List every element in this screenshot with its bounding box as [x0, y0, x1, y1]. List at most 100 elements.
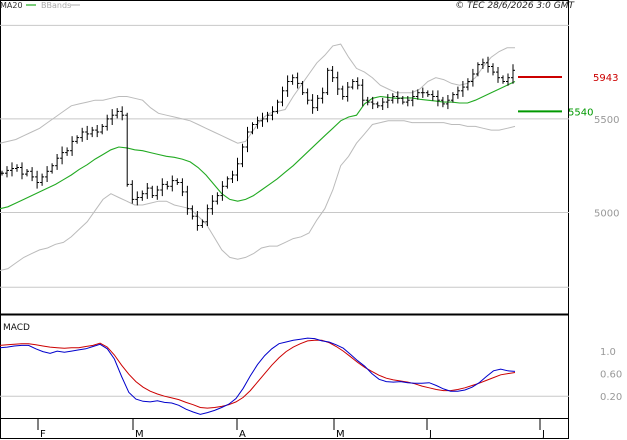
price-bar: [280, 86, 285, 107]
price-bar: [445, 95, 450, 110]
price-bar: [320, 87, 325, 104]
price-bar: [360, 79, 365, 107]
price-bar: [115, 108, 120, 119]
price-bar: [501, 75, 505, 84]
price-bar: [496, 67, 500, 83]
price-bar: [390, 93, 395, 104]
price-bar: [455, 86, 460, 99]
price-bar: [205, 204, 210, 226]
price-bar: [300, 81, 305, 95]
price-bar: [95, 125, 100, 138]
price-bar: [310, 94, 315, 114]
price-bar: [75, 135, 80, 144]
price-bar: [25, 169, 29, 177]
resistance-level-label: 5943: [593, 73, 618, 84]
price-bar: [450, 92, 455, 103]
price-bar: [250, 122, 255, 135]
x-tick-label: J: [428, 429, 432, 440]
signal-line: [0, 339, 516, 409]
price-bar: [45, 166, 50, 182]
price-bar: [275, 99, 280, 114]
price-bar: [35, 170, 40, 189]
price-bar: [435, 90, 440, 107]
price-bar: [230, 170, 235, 183]
price-bar: [200, 219, 205, 228]
price-bar: [195, 211, 200, 231]
price-bar: [40, 173, 45, 186]
ma-legend-label: MA20: [0, 1, 23, 10]
price-bar: [260, 112, 265, 127]
price-bar: [210, 195, 215, 215]
price-bar: [486, 56, 490, 73]
x-tick-label: M: [135, 429, 144, 440]
price-bar: [80, 127, 85, 142]
price-bar: [145, 183, 150, 199]
price-bar: [330, 66, 335, 82]
price-bar: [491, 63, 495, 76]
macd-y-tick-label: 1.0: [600, 347, 616, 358]
copyright-label: © TEC 28/6/2026 3:0 GMT: [455, 1, 575, 11]
price-bar: [0, 170, 4, 176]
ma20-line: [0, 81, 516, 210]
price-bar: [120, 106, 125, 121]
price-bar: [105, 114, 110, 131]
price-bar: [365, 96, 370, 106]
price-bar: [135, 191, 140, 206]
price-bar: [425, 90, 430, 97]
plot-frame: [0, 0, 569, 439]
price-bar: [400, 96, 405, 105]
price-bar: [295, 72, 300, 89]
price-bar: [55, 154, 60, 170]
price-bar: [90, 126, 95, 138]
macd-y-tick-label: 0.60: [600, 370, 622, 381]
price-bar: [255, 116, 260, 129]
price-bar: [511, 64, 515, 84]
price-bar: [20, 162, 24, 180]
price-bar: [70, 136, 75, 156]
price-bar: [290, 74, 295, 85]
price-bar: [180, 178, 185, 197]
price-bar: [415, 89, 420, 100]
price-bar: [235, 157, 240, 182]
price-bar: [175, 178, 180, 185]
price-bar: [405, 96, 410, 107]
price-bar: [170, 175, 175, 192]
price-bar: [340, 85, 345, 100]
x-tick-label: F: [40, 429, 46, 440]
price-bar: [395, 91, 400, 104]
price-bar: [420, 87, 425, 98]
price-bar: [190, 205, 195, 220]
price-y-tick-label: 5000: [594, 208, 619, 219]
price-bar: [350, 79, 355, 90]
price-bar: [506, 73, 510, 86]
price-bar: [265, 111, 270, 123]
price-bar: [220, 181, 225, 201]
price-bar: [125, 112, 130, 187]
price-bar: [30, 167, 35, 182]
price-bar: [10, 162, 14, 177]
macd-y-tick-label: 0.20: [600, 392, 622, 403]
macd-title: MACD: [3, 323, 30, 333]
price-bar: [5, 166, 9, 178]
price-bar: [160, 178, 165, 197]
price-bar: [480, 58, 485, 69]
price-bar: [380, 97, 385, 110]
price-bar: [140, 190, 145, 201]
price-bar: [375, 101, 380, 109]
price-bar: [305, 88, 310, 105]
price-bar: [335, 71, 340, 95]
x-tick-label: J: [541, 429, 545, 440]
price-bar: [270, 106, 275, 121]
price-bar: [345, 82, 350, 102]
price-y-tick-label: 5500: [594, 115, 619, 126]
price-bar: [60, 146, 65, 165]
price-bar: [150, 185, 155, 198]
macd-line: [0, 337, 516, 415]
bbands-legend-label: BBands: [41, 1, 71, 10]
price-bar: [315, 95, 320, 111]
price-bar: [225, 176, 230, 189]
price-bar: [155, 185, 160, 200]
price-bar: [385, 94, 390, 109]
bb-lower-line: [0, 120, 516, 271]
